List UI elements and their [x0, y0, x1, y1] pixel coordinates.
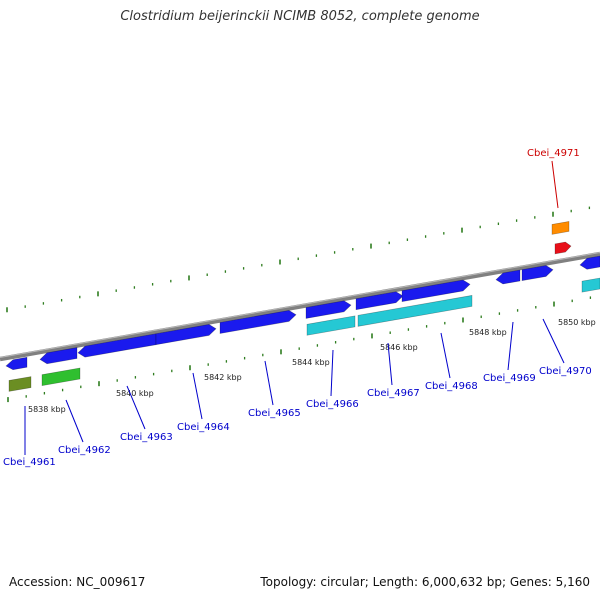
gene-cbei-4967[interactable]: [355, 291, 404, 311]
topology-summary: Topology: circular; Length: 6,000,632 bp…: [260, 575, 590, 589]
gene-cbei-4965[interactable]: [219, 310, 297, 334]
gene-label-leader: [264, 360, 274, 406]
gene-cbei-4964[interactable]: [155, 324, 217, 346]
gene-label-leader: [542, 318, 565, 364]
feature-red[interactable]: [554, 241, 572, 255]
map-title: Clostridium beijerinckii NCIMB 8052, com…: [120, 9, 480, 24]
gene-label-leader: [65, 399, 84, 443]
coordinate-tick-label: 5842 kbp: [204, 373, 242, 382]
gene-cbei-4966[interactable]: [305, 300, 352, 319]
coordinate-tick-label: 5848 kbp: [469, 328, 507, 337]
genome-backbone-highlight: [0, 252, 600, 358]
gene-label[interactable]: Cbei_4967: [367, 388, 420, 399]
gene-label[interactable]: Cbei_4965: [248, 408, 301, 419]
gene-label[interactable]: Cbei_4961: [3, 457, 56, 468]
gene-label[interactable]: Cbei_4969: [483, 373, 536, 384]
gene-label-leader: [551, 160, 559, 209]
gene-label-leader: [440, 332, 451, 379]
gene-label-leader: [126, 385, 146, 430]
gene-label-leader: [507, 321, 514, 371]
gene-cbei-4962[interactable]: [39, 347, 78, 365]
feature-cyan[interactable]: [306, 315, 356, 336]
coordinate-tick-label: 5844 kbp: [292, 358, 330, 367]
gene-label[interactable]: Cbei_4962: [58, 445, 111, 456]
coordinate-tick-label: 5838 kbp: [28, 405, 66, 414]
feature-olive[interactable]: [8, 376, 32, 392]
accession-text: Accession: NC_009617: [9, 575, 146, 589]
coordinate-tick-label: 5846 kbp: [380, 343, 418, 352]
gene-label[interactable]: Cbei_4968: [425, 381, 478, 392]
gene-label-leader: [387, 342, 393, 386]
gene-cbei-4968[interactable]: [401, 279, 471, 303]
gene-label-leader: [192, 372, 203, 420]
feature-cyan[interactable]: [581, 277, 600, 293]
gene-cbei-4961[interactable]: [5, 356, 28, 371]
gene-label[interactable]: Cbei_4970: [539, 366, 592, 377]
gene-label[interactable]: Cbei_4971: [527, 148, 580, 159]
coordinate-tick-label: 5840 kbp: [116, 389, 154, 398]
gene-label-leader: [330, 349, 334, 397]
gene-label[interactable]: Cbei_4963: [120, 432, 173, 443]
gene-cbei-4969[interactable]: [495, 269, 521, 285]
gene-label[interactable]: Cbei_4964: [177, 422, 230, 433]
gene-cbei-4963[interactable]: [77, 333, 157, 358]
gene-cbei-4970[interactable]: [521, 265, 554, 282]
coordinate-tick-label: 5850 kbp: [558, 318, 596, 327]
gene-cbei-4971-neighbor[interactable]: [579, 255, 600, 270]
feature-orange[interactable]: [551, 221, 570, 235]
genome-backbone: [0, 251, 600, 362]
feature-green[interactable]: [41, 367, 81, 387]
gene-label[interactable]: Cbei_4966: [306, 399, 359, 410]
feature-cyan[interactable]: [357, 295, 473, 327]
